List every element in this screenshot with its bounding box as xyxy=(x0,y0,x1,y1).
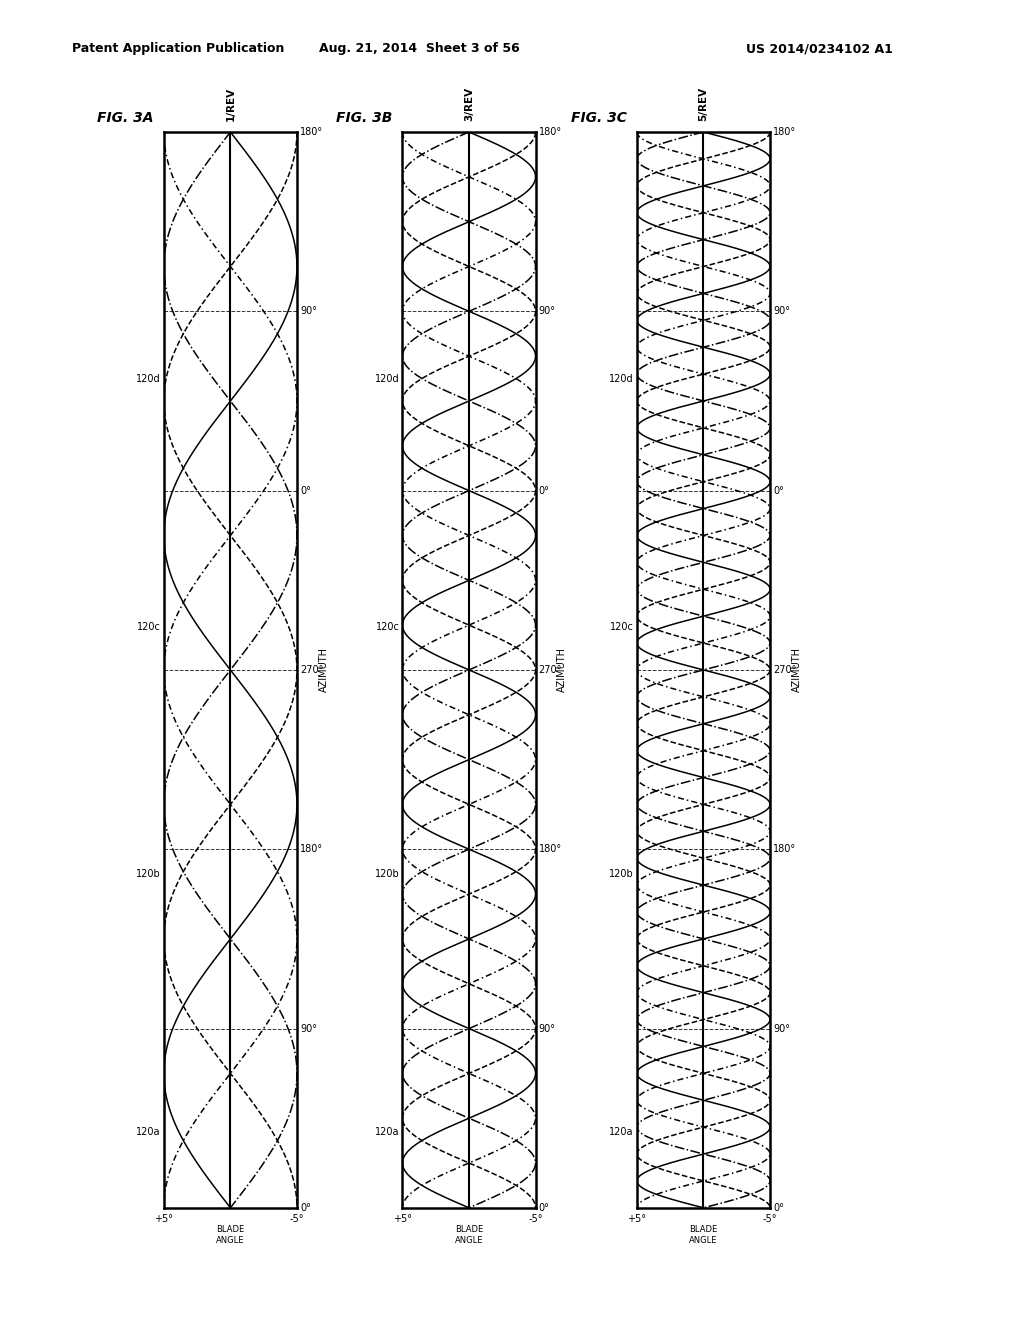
Text: 180°: 180° xyxy=(300,127,324,137)
Text: 0°: 0° xyxy=(773,1203,784,1213)
Text: -5°: -5° xyxy=(528,1214,543,1225)
Text: FIG. 3B: FIG. 3B xyxy=(336,111,392,125)
Text: 90°: 90° xyxy=(773,1023,791,1034)
Text: 120c: 120c xyxy=(137,622,161,632)
Text: 0°: 0° xyxy=(539,1203,550,1213)
Text: 0°: 0° xyxy=(773,486,784,495)
Text: Patent Application Publication: Patent Application Publication xyxy=(72,42,284,55)
Text: BLADE
ANGLE: BLADE ANGLE xyxy=(689,1225,718,1245)
Text: AZIMUTH: AZIMUTH xyxy=(557,647,567,693)
Text: 90°: 90° xyxy=(300,306,317,317)
Text: 90°: 90° xyxy=(300,1023,317,1034)
Text: 90°: 90° xyxy=(539,306,556,317)
Text: 120b: 120b xyxy=(609,870,634,879)
Text: FIG. 3C: FIG. 3C xyxy=(570,111,627,125)
Text: -5°: -5° xyxy=(290,1214,304,1225)
Text: 180°: 180° xyxy=(539,845,562,854)
Text: 120d: 120d xyxy=(609,375,634,384)
Text: 0°: 0° xyxy=(539,486,550,495)
Text: FIG. 3A: FIG. 3A xyxy=(97,111,154,125)
Text: 120d: 120d xyxy=(136,375,161,384)
Text: 90°: 90° xyxy=(539,1023,556,1034)
Text: 120a: 120a xyxy=(136,1127,161,1138)
Text: 120b: 120b xyxy=(375,870,399,879)
Text: Aug. 21, 2014  Sheet 3 of 56: Aug. 21, 2014 Sheet 3 of 56 xyxy=(319,42,520,55)
Text: 120b: 120b xyxy=(136,870,161,879)
Text: 120d: 120d xyxy=(375,375,399,384)
Text: AZIMUTH: AZIMUTH xyxy=(792,647,802,693)
Text: 120a: 120a xyxy=(375,1127,399,1138)
Text: +5°: +5° xyxy=(155,1214,173,1225)
Text: 180°: 180° xyxy=(773,127,797,137)
Text: 270°: 270° xyxy=(773,665,797,675)
Text: 270°: 270° xyxy=(300,665,324,675)
Text: -5°: -5° xyxy=(763,1214,777,1225)
Text: 180°: 180° xyxy=(773,845,797,854)
Text: 180°: 180° xyxy=(300,845,324,854)
Text: 0°: 0° xyxy=(300,486,311,495)
Text: 0°: 0° xyxy=(300,1203,311,1213)
Text: 120c: 120c xyxy=(610,622,634,632)
Text: 1/REV: 1/REV xyxy=(225,87,236,121)
Text: 270°: 270° xyxy=(539,665,562,675)
Text: BLADE
ANGLE: BLADE ANGLE xyxy=(455,1225,483,1245)
Text: +5°: +5° xyxy=(628,1214,646,1225)
Text: 120c: 120c xyxy=(376,622,399,632)
Text: 120a: 120a xyxy=(609,1127,634,1138)
Text: 180°: 180° xyxy=(539,127,562,137)
Text: 90°: 90° xyxy=(773,306,791,317)
Text: AZIMUTH: AZIMUTH xyxy=(318,647,329,693)
Text: 5/REV: 5/REV xyxy=(698,87,709,121)
Text: US 2014/0234102 A1: US 2014/0234102 A1 xyxy=(745,42,893,55)
Text: 3/REV: 3/REV xyxy=(464,87,474,121)
Text: BLADE
ANGLE: BLADE ANGLE xyxy=(216,1225,245,1245)
Text: +5°: +5° xyxy=(393,1214,412,1225)
